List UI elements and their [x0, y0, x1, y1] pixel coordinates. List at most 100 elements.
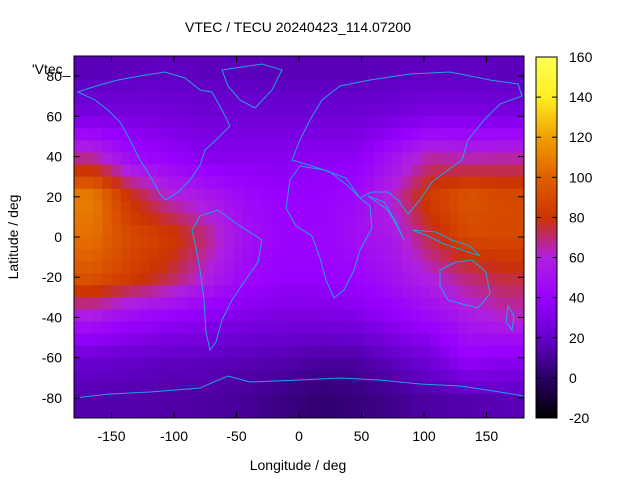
heatmap-cell	[186, 285, 197, 298]
coastline-greenland	[221, 63, 283, 109]
heatmap-cell	[383, 309, 394, 323]
heatmap-cell	[345, 128, 356, 142]
heatmap-cell	[130, 357, 141, 371]
heatmap-cell	[130, 164, 141, 178]
heatmap-cell	[74, 405, 84, 418]
heatmap-cell	[139, 92, 150, 105]
heatmap-cell	[177, 237, 188, 250]
heatmap-cell	[139, 152, 150, 166]
heatmap-cell	[430, 285, 441, 298]
heatmap-cell	[392, 116, 403, 129]
heatmap-cell	[514, 188, 524, 202]
heatmap-cell	[327, 164, 338, 178]
heatmap-cell	[327, 104, 338, 117]
heatmap-cell	[158, 237, 169, 250]
heatmap-cell	[364, 321, 375, 335]
heatmap-cell	[74, 285, 84, 298]
heatmap-cell	[261, 104, 272, 117]
heatmap-cell	[149, 116, 159, 129]
heatmap-cell	[261, 261, 272, 274]
heatmap-cell	[439, 128, 450, 142]
heatmap-cell	[149, 309, 159, 323]
heatmap-cell	[149, 249, 159, 262]
heatmap-cell	[383, 381, 394, 395]
heatmap-cell	[149, 333, 159, 347]
heatmap-cell	[167, 273, 178, 286]
y-tick-label: -80	[42, 390, 62, 406]
heatmap-cell	[364, 152, 375, 166]
heatmap-cell	[336, 273, 347, 286]
heatmap-cell	[139, 297, 150, 310]
heatmap-cell	[486, 188, 497, 202]
heatmap-cell	[317, 357, 328, 371]
heatmap-cell	[402, 152, 413, 166]
heatmap-cell	[214, 128, 225, 142]
heatmap-cell	[270, 405, 281, 418]
heatmap-cell	[233, 393, 244, 407]
heatmap-cell	[467, 309, 478, 323]
heatmap-cell	[130, 188, 141, 202]
heatmap-cell	[242, 140, 253, 154]
heatmap-cell	[392, 68, 403, 81]
colorbar-tick-label: 100	[569, 169, 593, 185]
heatmap-cell	[383, 176, 394, 190]
heatmap-cell	[486, 381, 497, 395]
heatmap-cell	[355, 237, 366, 250]
heatmap-cell	[486, 104, 497, 117]
heatmap-cell	[289, 80, 300, 93]
heatmap-cell	[158, 261, 169, 274]
heatmap-cell	[458, 285, 469, 298]
heatmap-cell	[392, 164, 403, 178]
heatmap-cell	[233, 405, 244, 418]
heatmap-cell	[261, 321, 272, 335]
heatmap-cell	[102, 321, 113, 335]
heatmap-cell	[299, 152, 309, 166]
heatmap-cell	[102, 68, 113, 81]
heatmap-cell	[439, 164, 450, 178]
heatmap-cell	[495, 116, 506, 129]
heatmap-cell	[167, 116, 178, 129]
heatmap-cell	[186, 68, 197, 81]
heatmap-cell	[261, 140, 272, 154]
heatmap-cell	[336, 321, 347, 335]
heatmap-cell	[130, 285, 141, 298]
heatmap-cell	[158, 92, 169, 105]
heatmap-cell	[205, 224, 216, 238]
heatmap-cell	[420, 285, 431, 298]
heatmap-cell	[486, 321, 497, 335]
heatmap-cell	[514, 309, 524, 323]
legend-key: 'Vtec_	[32, 61, 71, 77]
heatmap-cell	[280, 56, 291, 69]
heatmap-cell	[317, 333, 328, 347]
heatmap-cell	[355, 152, 366, 166]
heatmap-cell	[102, 200, 113, 214]
heatmap-cell	[383, 224, 394, 238]
heatmap-cell	[270, 200, 281, 214]
heatmap-cell	[139, 68, 150, 81]
heatmap-cell	[233, 80, 244, 93]
heatmap-cell	[242, 200, 253, 214]
heatmap-cell	[214, 249, 225, 262]
heatmap-cell	[252, 261, 263, 274]
heatmap-cell	[149, 273, 159, 286]
heatmap-cell	[261, 369, 272, 383]
heatmap-cell	[92, 393, 103, 407]
heatmap-cell	[327, 297, 338, 310]
heatmap-cell	[439, 345, 450, 359]
heatmap-cell	[505, 273, 516, 286]
heatmap-cell	[299, 104, 309, 117]
heatmap-cell	[299, 273, 309, 286]
heatmap-cell	[177, 309, 188, 323]
heatmap-cell	[299, 68, 309, 81]
heatmap-cell	[233, 164, 244, 178]
heatmap-cell	[374, 128, 384, 142]
heatmap-cell	[355, 405, 366, 418]
heatmap-cell	[364, 212, 375, 226]
heatmap-cell	[233, 297, 244, 310]
heatmap-cell	[158, 333, 169, 347]
heatmap-cell	[439, 176, 450, 190]
heatmap-cell	[224, 333, 234, 347]
heatmap-cell	[402, 200, 413, 214]
heatmap-cell	[120, 104, 131, 117]
heatmap-cell	[430, 200, 441, 214]
